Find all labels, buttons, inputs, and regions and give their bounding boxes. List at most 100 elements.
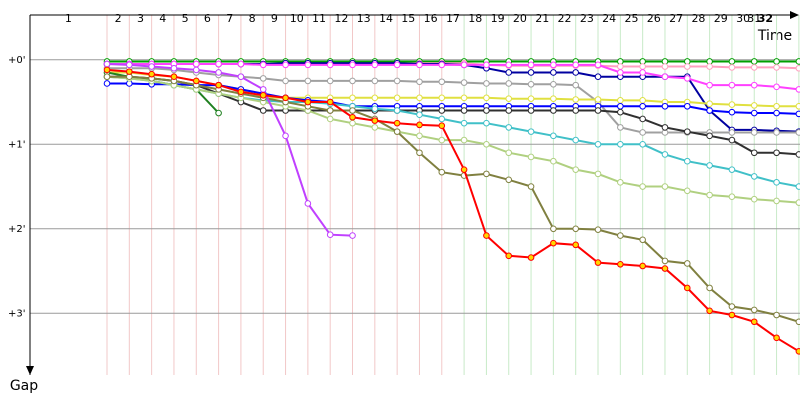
data-point bbox=[237, 60, 245, 68]
data-point bbox=[349, 61, 356, 69]
data-point bbox=[617, 140, 624, 148]
data-point bbox=[728, 193, 736, 200]
data-point bbox=[572, 107, 579, 114]
x-tick-label: 8 bbox=[249, 12, 256, 25]
data-point bbox=[215, 109, 222, 117]
data-point bbox=[728, 311, 736, 319]
y-tick-label: +1' bbox=[8, 139, 26, 150]
data-point bbox=[483, 119, 490, 127]
data-point bbox=[527, 153, 535, 161]
x-tick-label: 19 bbox=[491, 12, 505, 25]
data-point bbox=[483, 140, 490, 148]
data-point bbox=[750, 195, 758, 203]
data-point bbox=[617, 102, 624, 110]
data-point bbox=[215, 81, 222, 89]
data-point bbox=[393, 77, 401, 85]
data-point bbox=[438, 115, 446, 123]
data-point bbox=[617, 232, 624, 239]
data-point bbox=[349, 94, 356, 102]
data-point bbox=[505, 95, 513, 102]
x-tick-label: 9 bbox=[271, 12, 278, 25]
x-tick-label: 23 bbox=[580, 12, 594, 25]
data-point bbox=[393, 107, 401, 114]
data-point bbox=[505, 69, 513, 76]
data-point bbox=[683, 284, 691, 292]
data-point bbox=[594, 140, 602, 148]
data-point bbox=[393, 94, 401, 102]
data-point bbox=[572, 81, 579, 89]
data-point bbox=[617, 69, 624, 76]
data-point bbox=[750, 149, 758, 157]
data-point bbox=[349, 77, 356, 85]
data-point bbox=[795, 318, 800, 326]
data-point bbox=[750, 109, 758, 117]
data-point bbox=[505, 176, 513, 184]
data-point bbox=[728, 101, 736, 108]
x-tick-label: 12 bbox=[334, 12, 348, 25]
data-point bbox=[773, 149, 780, 157]
data-point bbox=[639, 183, 646, 190]
y-tick-label: +2' bbox=[8, 224, 26, 235]
data-point bbox=[349, 113, 356, 121]
x-tick-label: 32 bbox=[758, 12, 773, 25]
data-point bbox=[527, 107, 535, 114]
data-point bbox=[237, 73, 245, 80]
data-point bbox=[773, 179, 780, 186]
data-point bbox=[750, 102, 758, 109]
data-point bbox=[795, 58, 800, 65]
data-point bbox=[639, 102, 646, 110]
data-point bbox=[215, 69, 222, 76]
data-point bbox=[148, 70, 155, 78]
data-point bbox=[572, 96, 579, 103]
data-point bbox=[371, 105, 379, 113]
data-point bbox=[505, 107, 513, 114]
data-point bbox=[617, 108, 624, 116]
x-tick-label: 29 bbox=[714, 12, 728, 25]
data-point bbox=[438, 168, 446, 176]
data-point bbox=[483, 232, 490, 239]
x-tick-label: 28 bbox=[691, 12, 705, 25]
data-point bbox=[170, 64, 178, 72]
data-point bbox=[550, 95, 557, 102]
data-point bbox=[237, 88, 245, 96]
data-point bbox=[103, 80, 111, 87]
data-point bbox=[639, 115, 646, 123]
data-point bbox=[661, 73, 669, 80]
data-point bbox=[773, 129, 780, 136]
x-tick-label: 2 bbox=[115, 12, 122, 25]
series-line bbox=[107, 75, 800, 323]
data-point bbox=[550, 225, 557, 233]
y-tick-label: +3' bbox=[8, 308, 26, 319]
data-point bbox=[282, 61, 289, 69]
data-point bbox=[728, 58, 736, 65]
data-point bbox=[706, 162, 713, 169]
data-point bbox=[259, 75, 267, 82]
data-point bbox=[639, 63, 646, 70]
data-point bbox=[527, 95, 535, 102]
x-tick-label: 26 bbox=[647, 12, 661, 25]
data-point bbox=[371, 117, 379, 124]
data-point bbox=[103, 66, 111, 74]
x-tick-label: 27 bbox=[669, 12, 683, 25]
data-point bbox=[483, 170, 490, 178]
data-point bbox=[259, 86, 267, 93]
data-point bbox=[728, 108, 736, 116]
data-point bbox=[594, 61, 602, 69]
data-point bbox=[460, 136, 468, 144]
data-point bbox=[773, 83, 780, 91]
data-point bbox=[103, 73, 111, 80]
data-point bbox=[773, 58, 780, 65]
x-axis-arrow bbox=[790, 11, 799, 19]
data-point bbox=[795, 199, 800, 206]
data-point bbox=[572, 136, 579, 144]
data-point bbox=[460, 94, 468, 102]
data-point bbox=[527, 61, 535, 69]
data-point bbox=[505, 61, 513, 69]
data-point bbox=[773, 197, 780, 205]
x-tick-label: 1 bbox=[65, 12, 72, 25]
data-point bbox=[438, 122, 446, 130]
data-point bbox=[750, 81, 758, 89]
data-point bbox=[438, 94, 446, 102]
data-point bbox=[773, 109, 780, 117]
data-point bbox=[661, 265, 669, 272]
